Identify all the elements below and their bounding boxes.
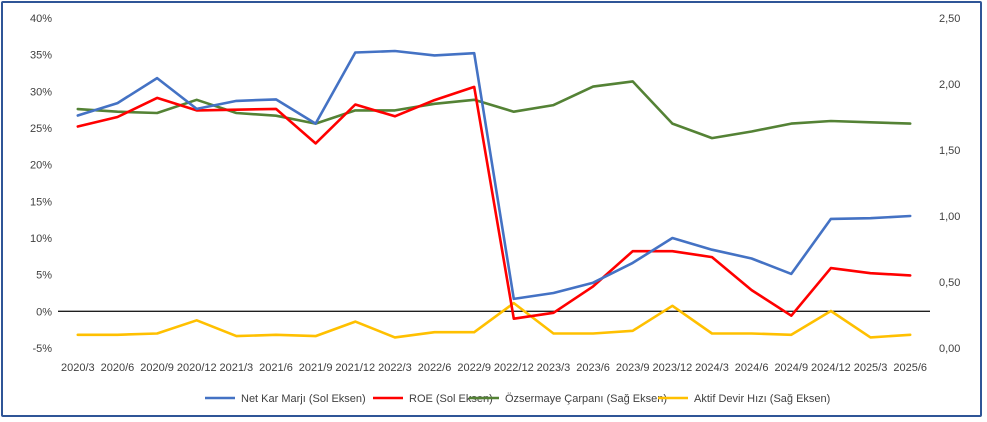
right-tick-label: 1,50: [939, 145, 960, 157]
x-tick-label: 2020/6: [101, 362, 135, 374]
right-tick-label: 0,00: [939, 343, 960, 355]
right-tick-label: 2,00: [939, 79, 960, 91]
left-tick-label: 20%: [30, 160, 52, 172]
x-tick-label: 2024/6: [735, 362, 769, 374]
legend-item: Net Kar Marjı (Sol Eksen): [205, 393, 366, 405]
x-tick-label: 2023/3: [537, 362, 571, 374]
right-tick-label: 2,50: [939, 13, 960, 25]
legend-label: Aktif Devir Hızı (Sağ Eksen): [694, 393, 830, 405]
x-tick-label: 2023/9: [616, 362, 650, 374]
legend-item: ROE (Sol Eksen): [373, 393, 493, 405]
x-tick-label: 2022/9: [457, 362, 491, 374]
x-tick-label: 2021/9: [299, 362, 333, 374]
left-tick-label: -5%: [32, 343, 52, 355]
legend-item: Özsermaye Çarpanı (Sağ Eksen): [469, 393, 667, 405]
left-tick-label: 10%: [30, 233, 52, 245]
x-tick-label: 2020/3: [61, 362, 95, 374]
legend-label: Net Kar Marjı (Sol Eksen): [241, 393, 366, 405]
series-line-2: [76, 85, 912, 321]
legend-item: Aktif Devir Hızı (Sağ Eksen): [658, 393, 830, 405]
x-tick-label: 2023/6: [576, 362, 610, 374]
legend-label: ROE (Sol Eksen): [409, 393, 493, 405]
left-tick-label: 30%: [30, 86, 52, 98]
left-axis: -5% 0% 5% 10% 15% 20% 25% 30% 35% 40%: [30, 13, 52, 355]
legend: Net Kar Marjı (Sol Eksen) ROE (Sol Eksen)…: [205, 393, 830, 405]
left-tick-label: 40%: [30, 13, 52, 25]
x-tick-label: 2022/3: [378, 362, 412, 374]
left-tick-label: 15%: [30, 196, 52, 208]
x-tick-label: 2022/12: [494, 362, 534, 374]
left-tick-label: 25%: [30, 123, 52, 135]
series-line-3: [76, 80, 912, 140]
x-axis: 2020/3 2020/6 2020/9 2020/12 2021/3 2021/6 202…: [61, 362, 927, 374]
series-line-1: [76, 49, 912, 301]
x-tick-label: 2025/3: [854, 362, 888, 374]
x-tick-label: 2020/12: [177, 362, 217, 374]
left-tick-label: 5%: [36, 270, 52, 282]
x-tick-label: 2024/12: [811, 362, 851, 374]
x-tick-label: 2022/6: [418, 362, 452, 374]
x-tick-label: 2024/9: [774, 362, 808, 374]
right-tick-label: 1,00: [939, 211, 960, 223]
x-tick-label: 2023/12: [652, 362, 692, 374]
right-axis: 0,00 0,50 1,00 1,50 2,00 2,50: [939, 13, 960, 355]
chart-frame: [1, 1, 982, 417]
x-tick-label: 2021/3: [220, 362, 254, 374]
series-line-4: [76, 301, 912, 339]
left-tick-label: 0%: [36, 306, 52, 318]
x-tick-label: 2021/12: [335, 362, 375, 374]
legend-label: Özsermaye Çarpanı (Sağ Eksen): [505, 393, 667, 405]
x-tick-label: 2020/9: [140, 362, 174, 374]
x-tick-label: 2021/6: [259, 362, 293, 374]
x-tick-label: 2025/6: [893, 362, 927, 374]
x-tick-label: 2024/3: [695, 362, 729, 374]
right-tick-label: 0,50: [939, 277, 960, 289]
series-lines: [76, 49, 912, 339]
left-tick-label: 35%: [30, 50, 52, 62]
